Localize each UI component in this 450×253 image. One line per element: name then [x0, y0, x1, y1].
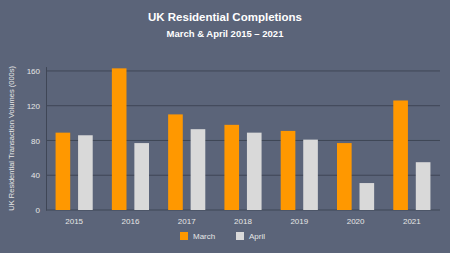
- x-tick: 2015: [65, 217, 83, 226]
- subtitle: March & April 2015 – 2021: [167, 28, 285, 39]
- x-tick-label: 2015: [65, 217, 83, 226]
- grid-line: [46, 140, 440, 141]
- x-axis: 2015 2016 2017 2018 2019 2020 2021: [65, 217, 421, 226]
- bar-series: [56, 68, 408, 210]
- y-tick: 120: [27, 102, 41, 111]
- bars: [56, 68, 431, 210]
- y-tick-label: 40: [31, 171, 40, 180]
- y-tick: 0: [36, 206, 41, 215]
- grid-line: [46, 105, 440, 106]
- bar: [247, 133, 262, 210]
- x-tick: 2018: [234, 217, 252, 226]
- y-axis-title: UK Residential Transaction Volumes (000s…: [7, 65, 16, 210]
- legend-swatch: [180, 232, 188, 240]
- grid-line: [46, 210, 440, 211]
- bar: [281, 131, 296, 210]
- bar: [56, 133, 71, 210]
- x-tick-label: 2016: [122, 217, 140, 226]
- x-tick: 2016: [122, 217, 140, 226]
- y-tick-label: 80: [31, 137, 40, 146]
- y-axis-line: [46, 67, 47, 210]
- chart: 0 40 80 120 160 2015 2016 2017 2018 2019 2020 2021 U…: [0, 0, 450, 253]
- x-tick: 2017: [178, 217, 196, 226]
- bar: [112, 68, 127, 210]
- x-tick-label: 2021: [403, 217, 421, 226]
- grid-line: [46, 70, 440, 71]
- legend-swatch: [236, 232, 244, 240]
- x-tick: 2021: [403, 217, 421, 226]
- y-tick-label: 120: [27, 102, 41, 111]
- x-tick-label: 2018: [234, 217, 252, 226]
- legend: March April: [180, 232, 265, 241]
- x-tick-label: 2019: [290, 217, 308, 226]
- x-tick-label: 2020: [347, 217, 365, 226]
- y-tick: 160: [27, 67, 41, 76]
- bar: [393, 100, 408, 210]
- legend-label: March: [193, 232, 215, 241]
- background: [0, 0, 450, 253]
- bar: [224, 125, 239, 210]
- bar-series: [78, 129, 430, 210]
- bar: [168, 114, 183, 210]
- grid: [46, 71, 440, 210]
- title: UK Residential Completions: [148, 11, 302, 23]
- bar: [78, 135, 93, 210]
- y-tick: 80: [31, 137, 40, 146]
- x-tick-label: 2017: [178, 217, 196, 226]
- bar: [360, 183, 375, 210]
- bar: [303, 140, 318, 210]
- y-tick: 40: [31, 171, 40, 180]
- bar: [191, 129, 206, 210]
- y-tick-label: 0: [36, 206, 41, 215]
- bar: [337, 143, 352, 210]
- bar: [134, 143, 149, 210]
- legend-label: April: [249, 232, 265, 241]
- y-axis: 0 40 80 120 160: [27, 67, 47, 215]
- y-tick-label: 160: [27, 67, 41, 76]
- bar: [416, 162, 431, 210]
- grid-line: [46, 175, 440, 176]
- x-tick: 2020: [347, 217, 365, 226]
- x-tick: 2019: [290, 217, 308, 226]
